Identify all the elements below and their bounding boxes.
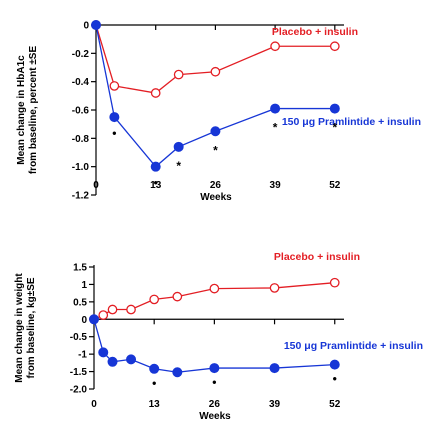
data-point: [174, 142, 183, 151]
y-axis-label: from baseline, percent ±SE: [28, 46, 39, 175]
significance-marker: *: [332, 121, 337, 135]
data-point: [150, 295, 158, 303]
y-axis-label: Mean change in weight: [14, 273, 25, 383]
data-point: [330, 104, 339, 113]
chart-panel-2: 1.510.50-0.5-1-1.5-2.00 13 26 39 52WeeksMean…: [14, 251, 423, 422]
y-tick-label: 1.5: [73, 263, 87, 274]
series-label: 150 μg Pramlintide + insulin: [282, 116, 421, 128]
data-point: [210, 364, 219, 373]
significance-marker: •: [152, 376, 156, 390]
y-tick-label: 0: [81, 315, 87, 326]
y-tick-label: 0: [83, 21, 89, 32]
y-tick-label: -1.0: [72, 162, 90, 173]
x-tick-label: 0: [93, 180, 99, 191]
significance-marker: •: [154, 176, 158, 190]
significance-marker: *: [176, 159, 181, 173]
y-tick-label: -0.2: [72, 49, 90, 60]
data-point: [173, 368, 182, 377]
y-tick-label: -2.0: [70, 385, 88, 396]
x-tick-label: 52: [329, 180, 341, 191]
significance-marker: *: [273, 121, 278, 135]
data-point: [127, 305, 135, 313]
data-point: [211, 68, 219, 76]
data-point: [108, 357, 117, 366]
x-axis-label: Weeks: [200, 192, 232, 203]
data-point: [271, 42, 279, 50]
data-point: [92, 21, 101, 30]
significance-marker: •: [112, 126, 116, 140]
y-tick-label: 1: [81, 280, 87, 291]
data-point: [110, 113, 119, 122]
data-point: [271, 104, 280, 113]
data-point: [127, 355, 136, 364]
series-label: Placebo + insulin: [274, 251, 360, 263]
data-point: [174, 70, 182, 78]
x-axis-label: Weeks: [199, 411, 231, 422]
data-point: [330, 360, 339, 369]
significance-marker: *: [213, 143, 218, 157]
data-point: [150, 364, 159, 373]
data-point: [210, 284, 218, 292]
data-point: [211, 127, 220, 136]
data-point: [270, 284, 278, 292]
y-tick-label: -0.5: [70, 332, 88, 343]
series-label: 150 μg Pramlintide + insulin: [284, 340, 423, 352]
data-point: [331, 42, 339, 50]
x-tick-label: 39: [269, 399, 281, 410]
data-point: [331, 278, 339, 286]
data-point: [270, 364, 279, 373]
data-point: [99, 311, 107, 319]
x-tick-label: 13: [149, 399, 161, 410]
x-tick-label: 52: [329, 399, 341, 410]
data-point: [99, 348, 108, 357]
data-point: [90, 315, 99, 324]
series-label: Placebo + insulin: [272, 26, 358, 38]
y-tick-label: -1: [78, 350, 87, 361]
y-axis-label: from baseline, kg±SE: [26, 277, 37, 378]
data-point: [108, 305, 116, 313]
data-point: [173, 292, 181, 300]
data-point: [110, 82, 118, 90]
y-tick-label: -0.8: [72, 134, 90, 145]
data-point: [152, 89, 160, 97]
data-point: [151, 162, 160, 171]
y-tick-label: -0.6: [72, 106, 90, 117]
x-tick-label: 39: [270, 180, 282, 191]
y-tick-label: -1.5: [70, 367, 88, 378]
x-tick-label: 26: [210, 180, 222, 191]
chart-panel-1: 0-0.2-0.4-0.6-0.8-1.0-1.20 13 26 39 52WeeksM…: [16, 21, 421, 204]
y-tick-label: -0.4: [72, 77, 90, 88]
y-tick-label: -1.2: [72, 191, 90, 202]
x-tick-label: 26: [209, 399, 221, 410]
significance-marker: •: [333, 372, 337, 386]
significance-marker: •: [212, 375, 216, 389]
x-tick-label: 0: [91, 399, 97, 410]
y-axis-label: Mean change in HbA1c: [16, 55, 27, 165]
y-tick-label: 0.5: [73, 297, 87, 308]
